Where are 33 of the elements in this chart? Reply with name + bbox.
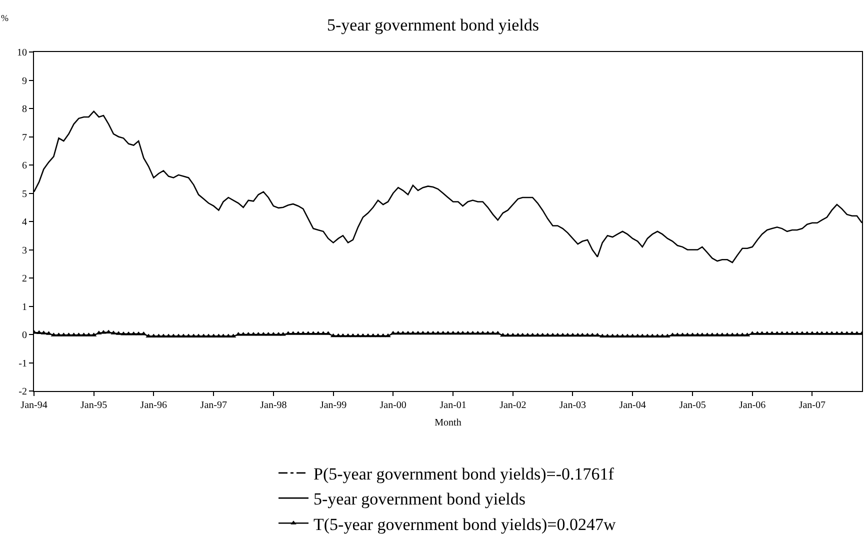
chart-title: 5-year government bond yields <box>327 15 539 34</box>
y-tick-label: 3 <box>22 245 27 256</box>
x-tick-label: Jan-98 <box>260 400 287 411</box>
x-tick-label: Jan-99 <box>320 400 347 411</box>
x-axis-title: Month <box>434 418 462 428</box>
x-tick-label: Jan-97 <box>200 400 227 411</box>
y-tick-label: 2 <box>22 274 27 284</box>
y-tick-label: -1 <box>18 358 27 370</box>
y-tick-label: 9 <box>22 76 27 87</box>
x-tick-label: Jan-00 <box>380 400 406 411</box>
x-tick-label: Jan-01 <box>440 400 466 411</box>
y-tick-label: 4 <box>22 217 27 228</box>
x-tick-label: Jan-06 <box>739 400 766 411</box>
y-tick-label: 10 <box>17 48 27 58</box>
y-tick-label: 7 <box>22 132 27 144</box>
y-tick-label: 6 <box>22 160 27 172</box>
x-tick-label: Jan-96 <box>140 400 167 411</box>
legend-label: 5-year government bond yields <box>314 490 526 509</box>
y-tick-label: 0 <box>22 330 27 341</box>
x-tick-label: Jan-95 <box>80 400 108 411</box>
y-axis-title: % <box>1 13 9 23</box>
x-tick-label: Jan-03 <box>559 400 586 411</box>
y-tick-label: -2 <box>18 386 27 398</box>
x-tick-label: Jan-94 <box>20 400 48 411</box>
legend-label: P(5-year government bond yields)=-0.1761f <box>314 464 614 484</box>
x-tick-label: Jan-07 <box>798 400 826 411</box>
y-tick-label: 1 <box>22 302 27 313</box>
y-tick-label: 5 <box>22 188 27 200</box>
legend-label: T(5-year government bond yields)=0.0247w <box>314 514 617 534</box>
y-tick-label: 8 <box>22 104 27 115</box>
x-tick-label: Jan-05 <box>679 400 706 411</box>
x-tick-label: Jan-02 <box>500 400 526 411</box>
x-tick-label: Jan-04 <box>619 400 646 411</box>
